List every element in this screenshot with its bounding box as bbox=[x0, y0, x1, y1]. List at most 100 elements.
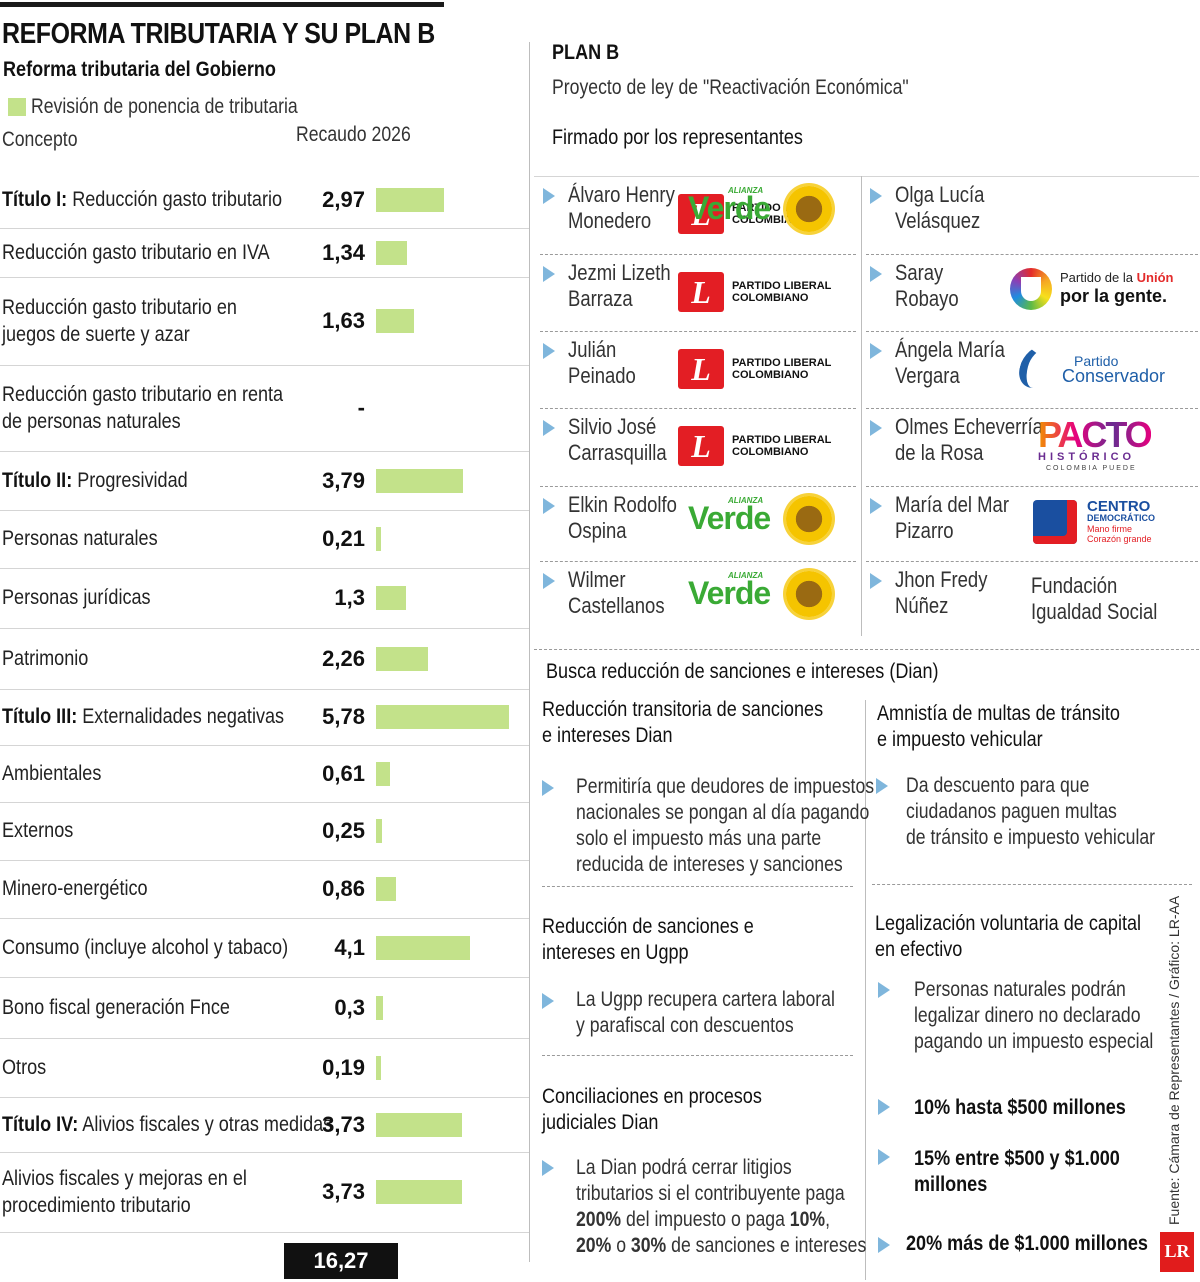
s4-text-2: legalizar dinero no declarado bbox=[914, 1004, 1141, 1027]
bar bbox=[376, 761, 391, 786]
rep-name-line2: Carrasquilla bbox=[568, 440, 667, 465]
rep-row-rule bbox=[866, 331, 1198, 332]
union-emblem-inner bbox=[1021, 277, 1041, 301]
pacto-logo-text-3: COLOMBIA PUEDE bbox=[1046, 465, 1137, 472]
row-label: Personas naturales bbox=[2, 525, 329, 552]
bullet-triangle-icon bbox=[878, 1237, 890, 1253]
rep-name-line2: Barraza bbox=[568, 286, 633, 311]
liberal-logo-text-1: PARTIDO LIBERAL bbox=[732, 280, 832, 292]
liberal-emblem-icon: L bbox=[678, 426, 724, 466]
row-divider bbox=[0, 918, 530, 919]
bullet-triangle-icon bbox=[870, 573, 882, 589]
bullet-triangle-icon bbox=[870, 420, 882, 436]
sanciones-divider bbox=[865, 700, 866, 1280]
rep-name-line2: Velásquez bbox=[895, 208, 981, 233]
plan-b-title: PLAN B bbox=[552, 41, 620, 64]
s5-text-4: 20% o 30% de sanciones e intereses bbox=[576, 1233, 866, 1259]
bullet-triangle-icon bbox=[542, 1160, 554, 1176]
bar-value-label: - bbox=[357, 395, 365, 420]
sunflower-icon bbox=[786, 186, 832, 232]
signers-top-rule bbox=[534, 176, 1199, 177]
s5-text-1: La Dian podrá cerrar litigios bbox=[576, 1156, 792, 1179]
bar bbox=[376, 1055, 381, 1080]
bar-value-label: 3,73 bbox=[322, 1111, 365, 1137]
centro-logo-text-1: CENTRO bbox=[1087, 498, 1151, 515]
bar bbox=[376, 468, 464, 493]
s4-bullet-1: 10% hasta $500 millones bbox=[914, 1096, 1126, 1119]
bullet-triangle-icon bbox=[543, 343, 555, 359]
bar-value-label: 2,26 bbox=[322, 645, 365, 671]
s3-title-line2: intereses en Ugpp bbox=[542, 941, 689, 964]
column-divider bbox=[529, 42, 530, 1262]
bar bbox=[376, 819, 382, 843]
s4-bullet-2b: millones bbox=[914, 1173, 988, 1196]
s2-rule bbox=[872, 884, 1192, 885]
rep-row-rule bbox=[540, 254, 856, 255]
liberal-logo-text-2: COLOMBIANO bbox=[732, 446, 809, 458]
bar-value-label: 0,3 bbox=[334, 994, 365, 1020]
rep-row-rule bbox=[866, 486, 1198, 487]
bullet-triangle-icon bbox=[870, 343, 882, 359]
s5-text-4d: de sanciones e intereses bbox=[666, 1234, 867, 1257]
row-label-text: Alivios fiscales y otras medidas bbox=[82, 1112, 333, 1136]
row-label-text: Externos bbox=[2, 819, 74, 842]
row-divider bbox=[0, 277, 530, 278]
liberal-emblem-icon: L bbox=[678, 349, 724, 389]
rep-row-rule bbox=[540, 486, 856, 487]
legend-label: Revisión de ponencia de tributaria bbox=[31, 95, 298, 118]
row-label: Bono fiscal generación Fnce bbox=[2, 994, 329, 1021]
row-label-text: Reducción gasto tributario en renta de p… bbox=[2, 383, 284, 433]
s2-title-line1: Amnistía de multas de tránsito bbox=[877, 702, 1120, 725]
s5-text-3a: 200% bbox=[576, 1208, 622, 1231]
plan-b-subtitle: Proyecto de ley de "Reactivación Económi… bbox=[552, 76, 909, 99]
liberal-logo-text-1: PARTIDO LIBERAL bbox=[732, 357, 832, 369]
bar bbox=[376, 646, 428, 671]
rep-name-line2: Robayo bbox=[895, 286, 959, 311]
s3-text-2: y parafiscal con descuentos bbox=[576, 1014, 794, 1037]
title-rule bbox=[0, 2, 444, 7]
row-label: Reducción gasto tributario en IVA bbox=[2, 239, 329, 266]
bullet-triangle-icon bbox=[542, 780, 554, 796]
rep-name-line2: Núñez bbox=[895, 593, 949, 618]
rep-name-line1: Jhon Fredy bbox=[895, 567, 988, 592]
rep-name-line1: Saray bbox=[895, 260, 944, 285]
liberal-logo-text-2: COLOMBIANO bbox=[732, 292, 809, 304]
fundacion-text-1: Fundación bbox=[1031, 573, 1118, 598]
s5-text-3: 200% del impuesto o paga 10%, bbox=[576, 1207, 830, 1233]
sunflower-icon bbox=[786, 571, 832, 617]
s1-rule bbox=[542, 886, 853, 887]
row-divider bbox=[0, 1152, 530, 1153]
liberal-emblem-icon: L bbox=[678, 194, 724, 234]
centro-logo-text-3: Mano firme bbox=[1087, 524, 1133, 534]
row-divider bbox=[0, 510, 530, 511]
rep-name-line1: Wilmer bbox=[568, 567, 626, 592]
column-header-recaudo: Recaudo 2026 bbox=[296, 123, 411, 146]
row-label-bold: Título IV: bbox=[2, 1112, 79, 1136]
conservador-logo-text-2: Conservador bbox=[1062, 366, 1166, 386]
pacto-logo-text-1: PACTO bbox=[1038, 414, 1153, 455]
row-label: Consumo (incluye alcohol y tabaco) bbox=[2, 934, 329, 961]
signers-divider bbox=[861, 176, 862, 636]
rep-name-line2: de la Rosa bbox=[895, 440, 984, 465]
bar-value-label: 1,63 bbox=[322, 308, 365, 333]
centro-logo-text-2: DEMOCRÁTICO bbox=[1087, 513, 1155, 523]
s5-text-4c: 30% bbox=[630, 1234, 667, 1257]
rep-name-line2: Vergara bbox=[895, 363, 960, 388]
row-label: Título II: Progresividad bbox=[2, 467, 329, 494]
s3-rule bbox=[542, 1055, 853, 1056]
bar bbox=[376, 1112, 462, 1137]
bar-value-label: 0,25 bbox=[322, 818, 365, 843]
row-label: Título III: Externalidades negativas bbox=[2, 703, 329, 730]
row-label-text: Personas jurídicas bbox=[2, 586, 151, 609]
s5-text-3b: del impuesto o paga bbox=[621, 1208, 790, 1231]
source-note: Fuente: Cámara de Representantes / Gráfi… bbox=[1166, 895, 1182, 1225]
s1-text-1: Permitiría que deudores de impuestos bbox=[576, 775, 875, 798]
fundacion-text-2: Igualdad Social bbox=[1031, 599, 1158, 624]
s4-bullet-2a: 15% entre $500 y $1.000 bbox=[914, 1147, 1120, 1170]
section-rule bbox=[534, 649, 1199, 650]
bar-value-label: 0,21 bbox=[322, 526, 365, 551]
rep-name-line1: Olmes Echeverría bbox=[895, 414, 1043, 439]
total-value: 16,27 bbox=[284, 1243, 398, 1279]
row-label-bold: Título III: bbox=[2, 705, 78, 728]
s1-title-line1: Reducción transitoria de sanciones bbox=[542, 698, 824, 721]
